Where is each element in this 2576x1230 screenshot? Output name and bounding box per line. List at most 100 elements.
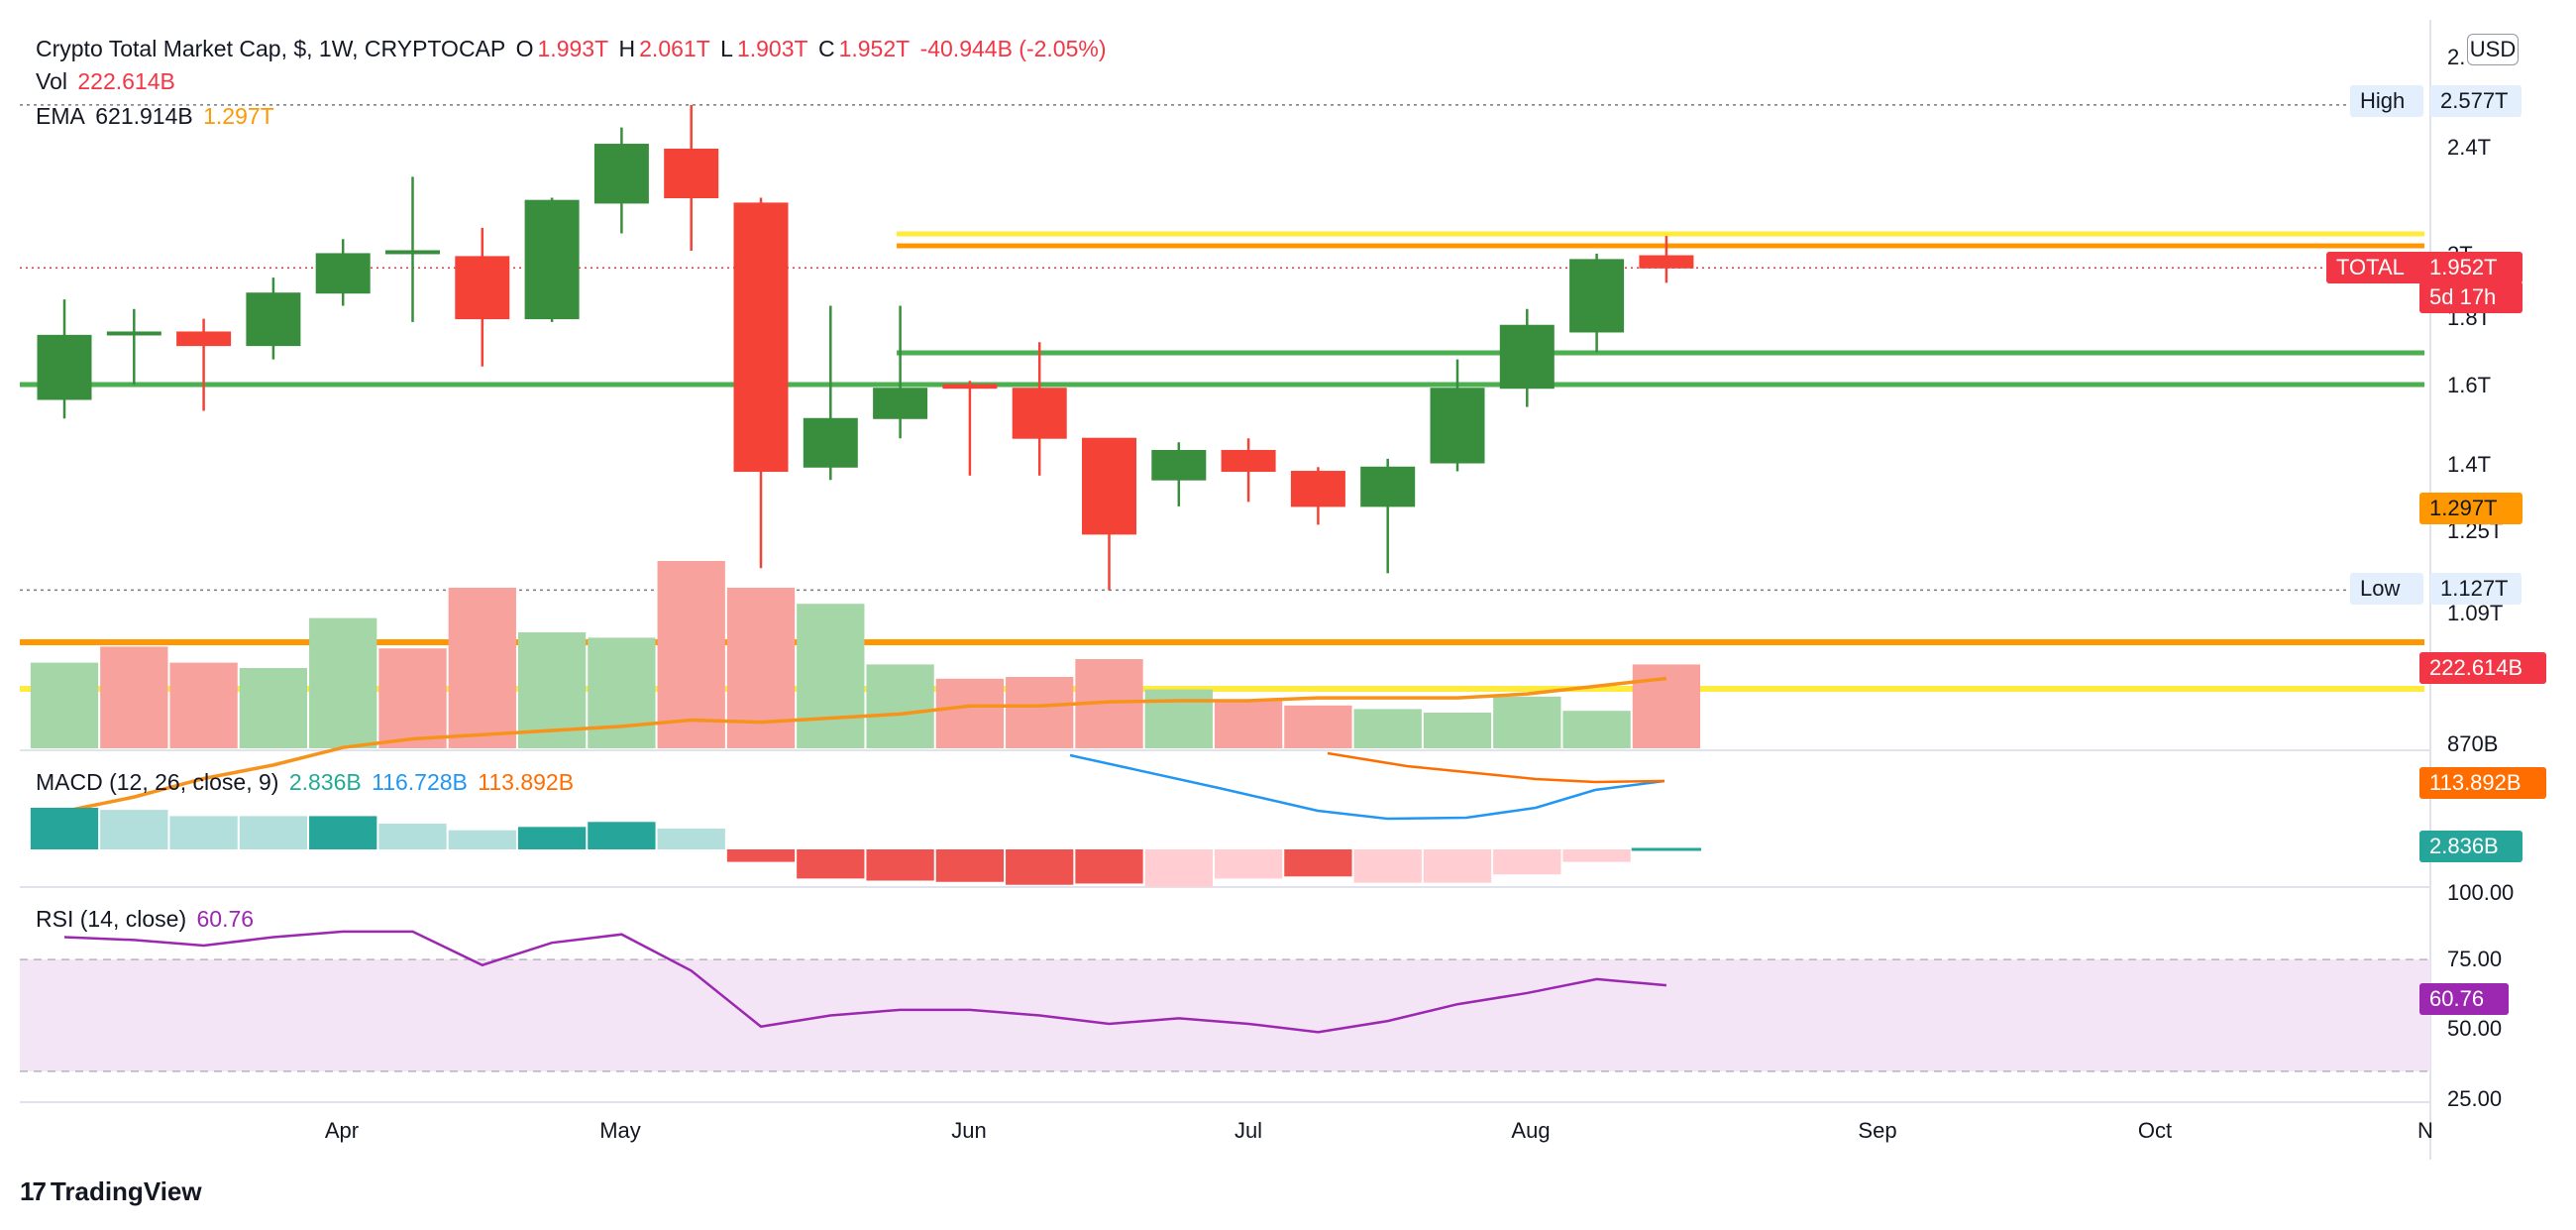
candle-body <box>1012 388 1067 439</box>
volume-bar <box>309 617 377 748</box>
high-tag-value: 2.577T <box>2440 88 2509 113</box>
price-axis-label: 2. <box>2447 45 2465 69</box>
macd-hist-bar <box>1353 849 1422 883</box>
ema-line <box>63 676 1667 814</box>
open-label: O <box>515 36 534 61</box>
candle-body <box>733 202 789 473</box>
macd-line <box>1069 753 1665 821</box>
volume-bar <box>239 668 308 748</box>
brand-label: TradingView <box>50 1176 202 1206</box>
time-axis-label: Sep <box>1858 1118 1896 1143</box>
ema-price-tag: 1.297T <box>2429 496 2498 520</box>
time-axis-label: Jul <box>1234 1118 1262 1143</box>
ema-series-line <box>63 676 1667 814</box>
volume-bar <box>378 648 447 748</box>
macd-hist-tag-bg <box>2419 831 2522 862</box>
volume-bar <box>726 588 796 748</box>
price-axis-label: 2.4T <box>2447 135 2491 160</box>
price-axis-label: 1.09T <box>2447 601 2503 625</box>
low-label: L <box>720 36 733 61</box>
volume-price-tag: 222.614B <box>2429 655 2522 680</box>
macd-hist-value: 2.836B <box>288 769 362 795</box>
close-label: C <box>817 36 835 61</box>
rsi-band <box>20 959 2430 1071</box>
candle-body <box>803 417 858 468</box>
time-axis-label: Oct <box>2138 1118 2172 1143</box>
ema-length: 621.914B <box>95 103 193 129</box>
price-axis-label: 1.6T <box>2447 373 2491 397</box>
ema-price-tag-bg <box>2419 493 2522 524</box>
macd-hist-bar <box>1493 849 1561 875</box>
macd-hist-bar <box>1144 849 1213 887</box>
volume-legend[interactable]: Vol 222.614B <box>36 67 179 95</box>
rsi-axis-label: 25.00 <box>2447 1086 2502 1111</box>
rsi-value: 60.76 <box>196 906 255 932</box>
candle-body <box>664 148 719 199</box>
volume-bar <box>657 561 725 748</box>
macd-hist-bar <box>1284 849 1352 877</box>
rsi-tag-bg <box>2419 983 2509 1015</box>
volume-bars <box>30 561 1701 748</box>
volume-bar <box>588 637 656 748</box>
symbol-legend: Crypto Total Market Cap, $, 1W, CRYPTOCA… <box>36 35 1111 62</box>
candles[interactable] <box>37 104 1694 591</box>
vol-label: Vol <box>36 68 67 94</box>
macd-hist-bar <box>1562 849 1631 862</box>
macd-hist-bar <box>797 849 865 879</box>
volume-bar <box>1632 664 1701 748</box>
tradingview-brand[interactable]: 17 TradingView <box>20 1176 202 1207</box>
open-value: 1.993T <box>537 36 609 61</box>
candle-body <box>1360 466 1416 507</box>
time-axis[interactable]: Apr May Jun Jul Aug Sep Oct N <box>325 1118 2433 1143</box>
macd-signal-tag: 113.892B <box>2429 770 2522 795</box>
low-tag-label: Low <box>2360 576 2400 601</box>
volume-bar <box>1353 709 1422 748</box>
rsi-legend[interactable]: RSI (14, close) 60.76 <box>36 905 258 933</box>
macd-hist-bar <box>309 816 377 849</box>
volume-price-tag-bg <box>2419 652 2546 684</box>
price-axis-label: 1.4T <box>2447 452 2491 477</box>
macd-hist-bar <box>448 830 516 849</box>
high-label: H <box>618 36 636 61</box>
candle-body <box>1569 259 1625 333</box>
candle-body <box>385 250 440 255</box>
volume-bar <box>1006 677 1074 748</box>
high-value: 2.061T <box>639 36 710 61</box>
last-price-tag-bg <box>2419 252 2522 283</box>
candle-body <box>106 331 161 336</box>
candle-body <box>873 388 928 419</box>
volume-bar <box>1423 713 1492 748</box>
candle-body <box>593 144 649 204</box>
symbol-title[interactable]: Crypto Total Market Cap, $, 1W, CRYPTOCA… <box>36 36 506 61</box>
macd-hist-bar <box>378 823 447 849</box>
candle-body <box>1639 255 1694 269</box>
currency-button[interactable]: USD <box>2467 34 2519 65</box>
candle-body <box>942 384 998 390</box>
volume-bar <box>935 678 1005 748</box>
ema-legend[interactable]: EMA 621.914B 1.297T <box>36 102 278 130</box>
volume-bar <box>1562 711 1631 748</box>
low-value: 1.903T <box>736 36 808 61</box>
candle-body <box>1290 471 1345 507</box>
macd-hist-bar <box>239 816 308 849</box>
candle-body <box>1499 324 1555 390</box>
bar-timer-tag: 5d 17h <box>2429 284 2496 309</box>
macd-signal-line <box>1327 751 1665 784</box>
macd-hist-bar <box>657 829 725 849</box>
rsi-label: RSI (14, close) <box>36 906 187 932</box>
macd-signal-tag-bg <box>2419 767 2546 799</box>
close-value: 1.952T <box>838 36 911 61</box>
macd-hist-tag: 2.836B <box>2429 834 2499 858</box>
time-axis-label: N <box>2417 1118 2433 1143</box>
macd-label: MACD (12, 26, close, 9) <box>36 769 279 795</box>
ema-value: 1.297T <box>203 103 274 129</box>
macd-hist-bar <box>1075 849 1143 884</box>
macd-hist-bar <box>1423 849 1492 883</box>
macd-legend[interactable]: MACD (12, 26, close, 9) 2.836B 116.728B … <box>36 768 578 796</box>
time-axis-label: May <box>599 1118 641 1143</box>
rsi-axis-label: 75.00 <box>2447 947 2502 971</box>
volume-bar <box>866 664 934 748</box>
low-tag-label-bg <box>2350 573 2423 605</box>
